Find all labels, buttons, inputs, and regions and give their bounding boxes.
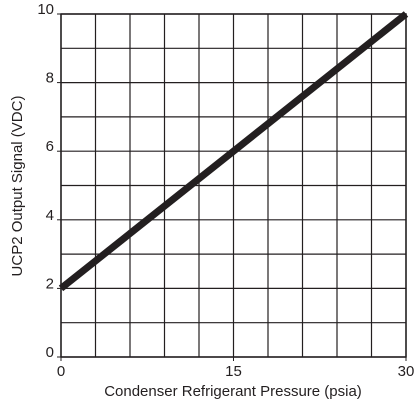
- x-tick-label: 30: [398, 363, 415, 380]
- y-tick-label: 8: [46, 70, 54, 87]
- y-axis-title: UCP2 Output Signal (VDC): [9, 96, 26, 277]
- data-line: [58, 11, 409, 292]
- y-tick-label: 6: [46, 138, 54, 155]
- y-tick-label: 0: [46, 344, 54, 361]
- x-tick-label: 15: [225, 363, 242, 380]
- y-tick-label: 10: [37, 1, 54, 18]
- y-tick-label: 4: [46, 207, 54, 224]
- x-tick-label: 0: [57, 363, 65, 380]
- y-tick-label: 2: [46, 275, 54, 292]
- x-axis-title: Condenser Refrigerant Pressure (psia): [104, 383, 362, 400]
